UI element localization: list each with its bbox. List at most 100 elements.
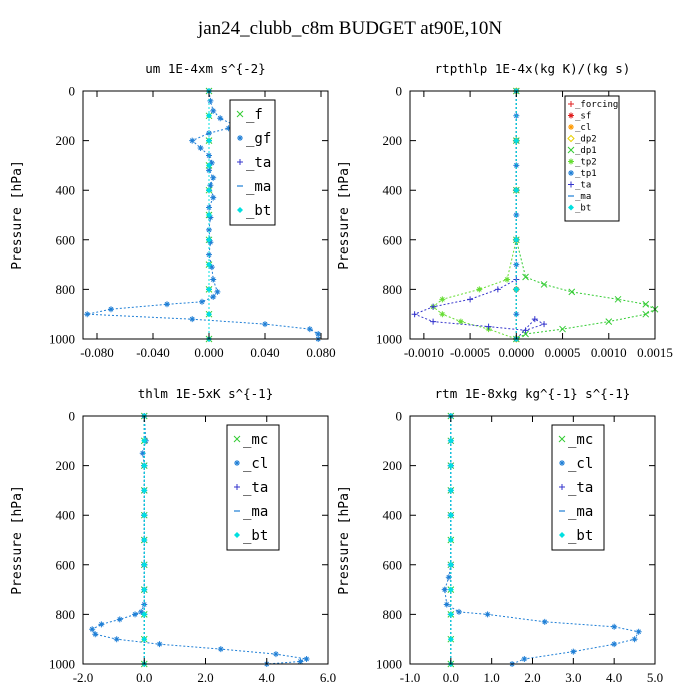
data-point: [522, 327, 529, 334]
plot-panel-4: rtm 1E-8xkg kg^{-1} s^{-1} Pressure [hPa]…: [337, 386, 663, 685]
data-point: [531, 316, 538, 323]
data-point: [642, 300, 650, 308]
data-point: [210, 107, 217, 114]
x-tick-label: 2.0: [197, 670, 213, 685]
data-point: [84, 311, 91, 318]
data-point: [513, 311, 520, 318]
series-group: [411, 87, 659, 343]
data-point: [559, 325, 566, 333]
legend-marker: [559, 532, 565, 538]
y-axis-label: Pressure [hPa]: [337, 160, 352, 270]
legend-entry: _tp1: [575, 169, 597, 179]
data-point: [447, 611, 454, 618]
data-point: [272, 651, 279, 658]
y-tick-label: 200: [383, 133, 403, 148]
y-tick-label: 600: [56, 232, 76, 247]
y-tick-label: 0: [396, 84, 403, 99]
data-point: [476, 286, 483, 293]
legend-entry: _bt: [246, 203, 271, 219]
data-point: [513, 236, 520, 243]
data-point: [297, 658, 304, 665]
data-point: [447, 487, 454, 494]
data-point: [206, 187, 212, 194]
data-point: [642, 310, 650, 318]
plot-title: rtm 1E-8xkg kg^{-1} s^{-1}: [435, 386, 631, 401]
data-point: [447, 636, 454, 643]
x-tick-label: 6.0: [320, 670, 336, 685]
data-point: [570, 648, 577, 655]
data-point: [207, 182, 214, 189]
plot-frame: [409, 90, 656, 340]
legend-marker: [567, 146, 575, 154]
y-axis-label: Pressure [hPa]: [10, 485, 25, 595]
data-point: [568, 288, 576, 296]
legend-marker: [559, 460, 565, 466]
x-tick-label: -0.0005: [450, 345, 490, 360]
data-point: [139, 450, 146, 457]
data-point: [141, 561, 148, 568]
data-point: [513, 137, 520, 144]
legend: _mc _cl _ta _ma _bt: [551, 424, 605, 551]
legend-entry: _cl: [568, 456, 593, 472]
legend-entry: _cl: [575, 123, 591, 133]
data-point: [206, 236, 212, 243]
legend-entry: _mc: [243, 432, 268, 448]
legend-entry: _tp2: [575, 158, 597, 168]
data-point: [207, 239, 214, 246]
data-point: [485, 323, 492, 330]
data-point: [494, 286, 501, 293]
data-point: [443, 601, 450, 608]
legend: _forcing _sf_cl _dp2_dp1 _tp2_tp1 _ta_ma _bt: [564, 95, 620, 222]
legend-marker: [568, 112, 574, 119]
y-tick-label: 400: [56, 183, 76, 198]
data-point: [206, 311, 212, 318]
data-point: [513, 187, 520, 194]
data-point: [214, 288, 221, 295]
data-point: [132, 611, 139, 618]
data-point: [306, 326, 313, 333]
legend-entry: _ma: [246, 179, 271, 195]
data-point: [141, 437, 148, 444]
y-tick-label: 0: [69, 84, 76, 99]
data-point: [197, 145, 204, 152]
data-point: [141, 586, 148, 593]
data-point: [92, 631, 99, 638]
data-point: [141, 636, 148, 643]
legend-entry: _bt: [575, 204, 591, 214]
data-point: [206, 226, 212, 233]
data-point: [439, 296, 446, 303]
data-point: [206, 130, 212, 137]
plot-frame: [82, 415, 329, 665]
y-tick-label: 1000: [49, 332, 75, 347]
series-line-tp2: [432, 91, 517, 340]
data-point: [206, 137, 212, 144]
y-tick-label: 0: [396, 409, 403, 424]
data-point: [522, 330, 529, 338]
data-point: [206, 212, 212, 218]
data-point: [141, 611, 148, 618]
legend-marker: [559, 484, 565, 490]
series-line-ta: [413, 91, 546, 340]
data-point: [447, 437, 454, 444]
data-point: [541, 618, 548, 625]
data-point: [447, 561, 454, 568]
data-point: [467, 296, 474, 303]
series-line-cl: [444, 416, 640, 665]
plot-panel-3: thlm 1E-5xK s^{-1} Pressure [hPa] -2.0 0.0 2…: [10, 386, 336, 685]
x-tick-label: 0.0010: [591, 345, 627, 360]
legend-entry: _dp2: [575, 135, 597, 145]
data-point: [611, 641, 618, 648]
plot-frame: [409, 415, 656, 665]
y-tick-label: 200: [383, 458, 403, 473]
y-tick-label: 400: [383, 183, 403, 198]
y-tick-label: 600: [383, 557, 403, 572]
data-point: [210, 276, 217, 283]
series-line-dp1: [515, 91, 657, 340]
x-tick-label: 0.000: [194, 345, 223, 360]
data-point: [447, 586, 454, 593]
data-point: [605, 318, 613, 325]
data-point: [504, 276, 511, 283]
data-point: [206, 286, 212, 293]
y-axis-label: Pressure [hPa]: [10, 160, 25, 270]
legend-entry: _ta: [575, 181, 591, 191]
